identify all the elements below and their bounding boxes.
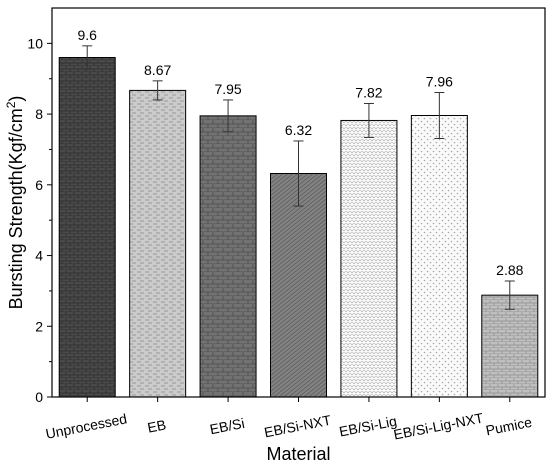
y-tick-label-2: 4 [35, 248, 43, 264]
bar-1 [129, 89, 187, 398]
value-label-6: 2.88 [496, 262, 523, 278]
x-tick-label-2: EB/Si [208, 415, 245, 437]
error-bar-1 [152, 80, 163, 101]
value-label-2: 7.95 [214, 81, 241, 97]
bar-4 [340, 119, 398, 398]
x-tick-label-1: EB [146, 416, 167, 435]
value-label-3: 6.32 [285, 122, 312, 138]
y-tick-label-5: 10 [27, 35, 43, 51]
x-tick-label-5: EB/Si-Lig-NXT [392, 409, 485, 442]
error-bar-4 [363, 102, 374, 138]
value-label-4: 7.82 [355, 84, 382, 100]
x-axis-title: Material [266, 444, 330, 464]
x-tick-label-0: Unprocessed [44, 410, 128, 441]
y-axis-title-unit-sup: 2 [4, 101, 18, 108]
bar-6 [481, 294, 539, 398]
error-bar-3 [293, 140, 304, 207]
error-bar-5 [434, 92, 445, 139]
bars-group [58, 57, 539, 398]
value-labels-group: 9.6 8.67 7.95 6.32 7.82 7.96 2.88 [77, 27, 523, 278]
y-axis-title-main: Bursting Strength [6, 170, 26, 309]
error-bars-group [82, 45, 515, 310]
y-tick-label-1: 2 [35, 318, 43, 334]
error-bar-6 [504, 280, 515, 310]
y-axis: 0 2 4 6 8 10 [27, 35, 52, 405]
y-tick-label-4: 8 [35, 106, 43, 122]
y-tick-label-0: 0 [35, 389, 43, 405]
bar-0 [58, 57, 116, 398]
x-tick-label-4: EB/Si-Lig [338, 413, 398, 440]
x-axis: Unprocessed EB EB/Si EB/Si-NXT EB/Si-LigEB/S… [44, 397, 533, 443]
y-tick-label-3: 6 [35, 177, 43, 193]
value-label-1: 8.67 [144, 62, 171, 78]
y-axis-title-unit: (Kgf/cm [6, 108, 26, 170]
error-bar-0 [82, 45, 93, 70]
bar-3 [270, 173, 327, 398]
y-axis-title-unit-close: ) [6, 96, 26, 102]
value-label-0: 9.6 [77, 27, 97, 43]
y-axis-title: Bursting Strength(Kgf/cm2) [4, 96, 26, 310]
error-bar-2 [223, 99, 234, 133]
x-tick-label-6: Pumice [484, 414, 533, 439]
value-label-5: 7.96 [426, 74, 453, 90]
bar-5 [410, 115, 468, 398]
bar-2 [199, 115, 257, 398]
x-tick-label-3: EB/Si-NXT [263, 412, 333, 441]
